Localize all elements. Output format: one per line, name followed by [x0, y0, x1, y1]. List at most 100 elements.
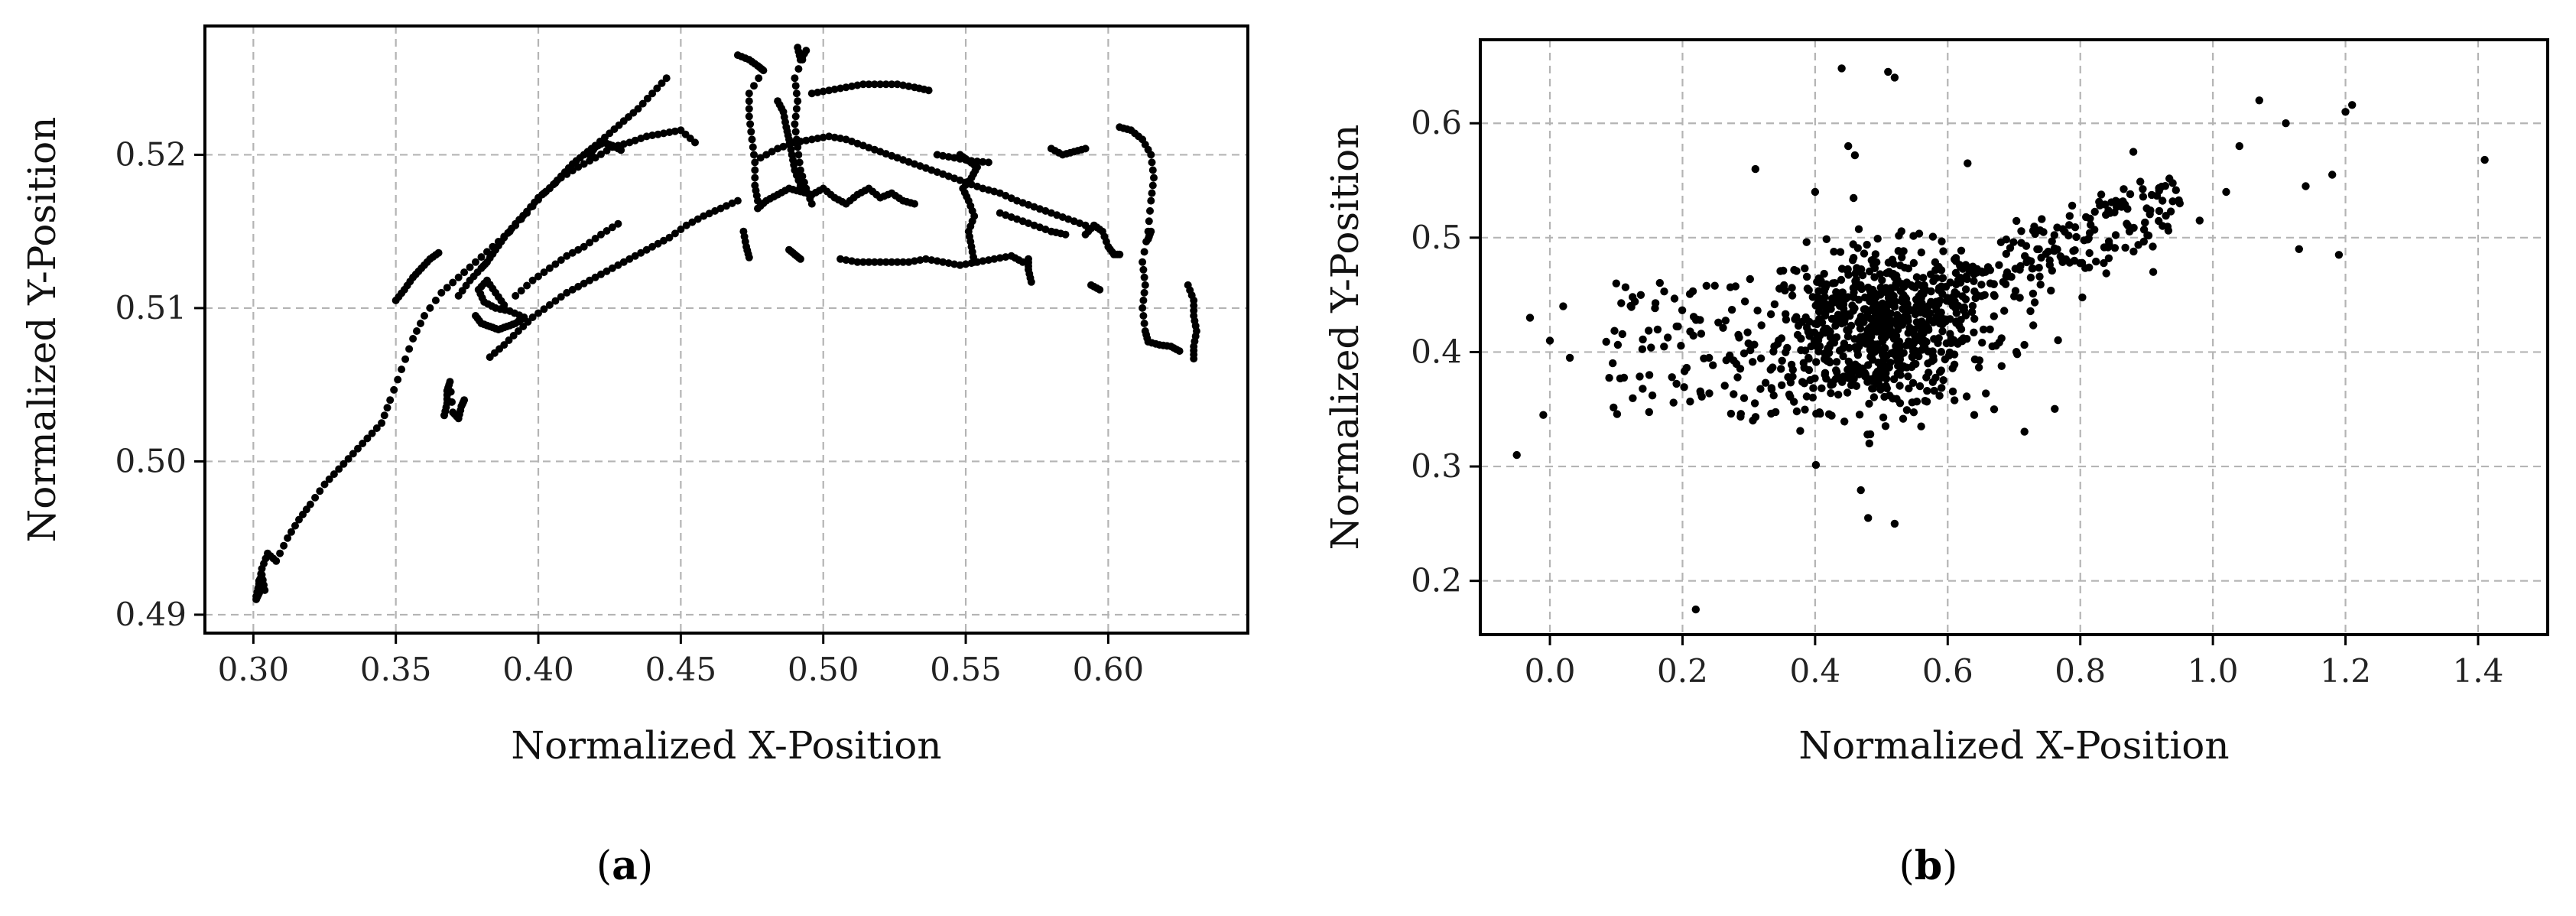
data-point [1756, 354, 1766, 362]
data-point [1917, 248, 1925, 257]
data-point [1798, 317, 1806, 326]
x-tick-label: 0.6 [1922, 652, 1973, 690]
data-point [1980, 291, 1989, 299]
data-point [1116, 250, 1124, 258]
data-point [586, 157, 594, 165]
data-point [1908, 398, 1916, 407]
data-point [1139, 265, 1148, 274]
data-point [1804, 286, 1813, 294]
data-point [2007, 272, 2016, 281]
data-point [372, 424, 381, 432]
data-point [747, 128, 755, 136]
data-point [899, 81, 908, 89]
data-point [1853, 351, 1863, 359]
data-point [2012, 216, 2021, 226]
data-point [597, 270, 605, 278]
data-point [586, 239, 594, 247]
data-point [1811, 460, 1821, 469]
data-point [2029, 321, 2038, 330]
data-point [2125, 227, 2134, 235]
data-point [792, 89, 801, 98]
data-point [1610, 326, 1619, 335]
data-point [1618, 330, 1626, 339]
data-point [359, 440, 367, 447]
y-tick-label: 0.50 [115, 442, 187, 479]
data-point [2058, 225, 2068, 233]
data-point [1943, 294, 1951, 302]
data-point [749, 143, 757, 151]
data-point [1847, 381, 1856, 389]
data-point [1909, 258, 1918, 268]
panel-b-ticks: 0.0 0.2 0.4 0.6 0.8 1.0 1.2 1.4 0.2 0.3 0.4 0.5 0.6 [1411, 104, 2503, 690]
data-point [1971, 294, 1980, 303]
data-point [1996, 238, 2006, 246]
data-point [950, 154, 959, 162]
data-point [500, 300, 508, 309]
data-point [1886, 359, 1895, 367]
data-point [1750, 399, 1759, 408]
data-point [768, 148, 776, 156]
data-point [973, 158, 981, 166]
data-point [1844, 141, 1853, 151]
data-point [528, 313, 537, 321]
data-point [794, 151, 803, 159]
data-point [716, 204, 725, 213]
data-point [1830, 298, 1838, 307]
data-point [1881, 422, 1890, 430]
data-point [2096, 201, 2104, 210]
data-point [1744, 339, 1753, 348]
data-point [1964, 159, 1972, 167]
data-point [1850, 151, 1860, 160]
data-point [1616, 374, 1625, 383]
data-point [1824, 410, 1834, 418]
data-point [1925, 301, 1934, 310]
data-point [802, 47, 810, 55]
data-point [979, 184, 987, 193]
data-point [1977, 281, 1986, 289]
data-point [1815, 408, 1824, 417]
data-point [1140, 320, 1148, 327]
data-point [1938, 327, 1947, 336]
data-point [939, 258, 947, 266]
data-point [1834, 391, 1843, 399]
data-point [545, 300, 554, 309]
data-point [1904, 372, 1912, 381]
data-point [2136, 177, 2145, 186]
data-point [1876, 283, 1885, 292]
y-tick-label: 0.4 [1411, 333, 1462, 370]
data-point [1928, 357, 1936, 365]
data-point [603, 267, 611, 275]
data-point [1868, 345, 1876, 354]
data-point [1722, 356, 1730, 365]
data-point [2123, 221, 2132, 229]
data-point [1869, 303, 1878, 311]
data-point [1951, 396, 1959, 404]
data-point [563, 252, 571, 260]
panel-b-y-axis-label: Normalized Y-Position [1323, 125, 1367, 551]
data-point [1672, 322, 1681, 331]
data-point [1559, 302, 1567, 310]
data-point [653, 84, 661, 93]
data-point [1691, 605, 1700, 614]
data-point [2116, 199, 2124, 208]
data-point [1144, 235, 1152, 243]
data-point [1826, 333, 1835, 342]
data-point [1148, 189, 1156, 197]
data-point [853, 258, 862, 266]
y-tick-label: 0.3 [1411, 447, 1462, 485]
data-point [619, 258, 628, 266]
data-point [865, 258, 873, 266]
data-point [1937, 348, 1946, 356]
data-point [523, 281, 531, 290]
data-point [1002, 211, 1010, 219]
data-point [979, 257, 987, 265]
x-tick-label: 0.45 [645, 651, 717, 688]
data-point [933, 151, 941, 159]
data-point [1931, 373, 1940, 382]
data-point [1013, 197, 1022, 205]
x-tick-label: 0.55 [930, 651, 1002, 688]
data-point [1804, 353, 1813, 362]
data-point [574, 282, 583, 291]
panel-b-plot-frame [1479, 38, 2549, 636]
data-point [2097, 190, 2106, 199]
